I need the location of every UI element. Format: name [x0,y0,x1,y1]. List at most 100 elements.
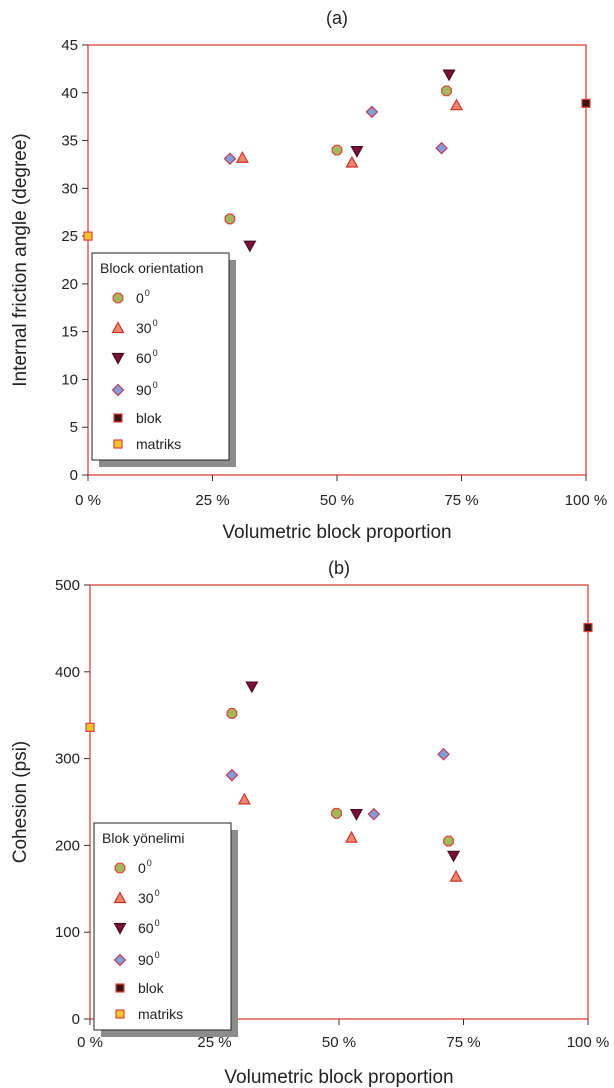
y-axis-label: Cohesion (psi) [10,741,31,864]
y-tick-label: 300 [55,751,80,768]
chart-panel-a: (a) 0 5 10 15 20 25 30 35 40 45 0 % 25 % 50 % 75 % 100 … [10,8,607,543]
panel-title: (a) [326,8,348,28]
data-point-matriks [85,722,95,732]
legend-degree-sup: 0 [153,348,158,358]
y-tick-label: 0 [72,1011,80,1028]
data-point-o60 [243,240,257,253]
legend-label-o30: 30 [136,320,152,336]
legend-marker-o60 [111,352,125,365]
legend-marker-blok [113,413,123,423]
data-point-o90 [435,141,448,155]
legend-box [91,252,230,461]
legend-label-o90: 90 [138,952,154,968]
y-tick-label: 500 [55,577,80,594]
x-tick-label: 50 % [322,1034,356,1051]
data-point-o90 [437,747,450,761]
legend-label-matriks: matriks [136,436,181,452]
legend-label-o0: 0 [136,290,144,306]
legend-marker-o30 [113,891,127,904]
legend-degree-sup: 0 [147,858,152,868]
x-tick-label: 100 % [565,492,608,509]
legend-degree-sup: 0 [155,950,160,960]
y-tick-label: 200 [55,837,80,854]
legend-label-o0: 0 [138,860,146,876]
x-tick-label: 25 % [197,1034,231,1051]
x-tick-label: 100 % [567,1034,610,1051]
data-point-o0 [226,708,238,719]
legend-marker-o60 [113,922,127,935]
legend-marker-blok [115,983,125,993]
legend-marker-o0 [114,862,126,874]
data-point-o30 [449,869,463,882]
y-tick-label: 20 [61,276,78,293]
panel-title: (b) [328,558,350,578]
legend-box [93,822,232,1031]
legend-degree-sup: 0 [145,288,150,298]
legend-marker-matriks [115,1009,125,1019]
legend-degree-sup: 0 [153,380,158,390]
legend-title: Block orientation [100,260,204,276]
legend-label-blok: blok [138,980,165,996]
x-tick-label: 0 % [75,492,101,509]
data-point-o0 [441,85,452,97]
legend-marker-o30 [111,321,125,334]
data-point-o60 [245,681,259,694]
y-tick-label: 45 [61,37,78,54]
legend-marker-o90 [111,383,125,397]
y-tick-label: 35 [61,133,78,150]
legend-label-blok: blok [136,410,163,426]
x-tick-label: 50 % [320,492,354,509]
x-tick-label: 75 % [446,1034,480,1051]
x-tick-label: 75 % [444,492,478,509]
data-point-o60 [447,850,461,863]
legend-label-o90: 90 [136,382,152,398]
data-point-o60 [442,69,456,82]
x-axis-label: Volumetric block proportion [222,522,451,543]
y-tick-label: 10 [61,371,78,388]
data-point-o60 [350,145,364,158]
y-tick-label: 30 [61,180,78,197]
legend-marker-matriks [113,439,123,449]
data-point-blok [581,98,591,108]
data-point-o30 [237,792,251,805]
data-point-o90 [365,105,379,119]
legend-degree-sup: 0 [153,318,158,328]
data-point-o0 [443,835,454,847]
y-tick-label: 15 [61,324,78,341]
y-tick-label: 40 [61,85,78,102]
legend-marker-o90 [113,953,127,967]
data-point-o90 [367,807,381,821]
legend-label-o60: 60 [136,350,152,366]
legend-degree-sup: 0 [155,918,160,928]
data-point-o0 [331,144,343,156]
data-point-o30 [344,830,358,843]
data-point-o0 [331,807,342,819]
data-point-o30 [450,98,464,111]
data-point-o30 [345,155,359,168]
data-point-o90 [223,152,237,166]
legend-label-o30: 30 [138,890,154,906]
legend-degree-sup: 0 [155,888,160,898]
y-tick-label: 0 [70,467,78,484]
data-point-o90 [225,768,239,782]
x-tick-label: 0 % [77,1034,103,1051]
data-point-blok [583,622,593,633]
data-point-o60 [349,809,363,821]
y-tick-label: 400 [55,664,80,681]
legend-title: Blok yönelimi [102,830,184,846]
x-tick-label: 25 % [195,492,229,509]
data-point-o0 [224,213,236,225]
data-point-o30 [235,151,249,163]
x-axis-label: Volumetric block proportion [224,1067,453,1088]
legend-label-matriks: matriks [138,1006,183,1022]
data-point-matriks [83,231,93,241]
y-axis-label: Internal friction angle (degree) [10,133,31,386]
y-tick-label: 100 [55,924,80,941]
legend-marker-o0 [112,292,124,304]
y-tick-label: 25 [61,228,78,245]
legend-label-o60: 60 [138,920,154,936]
